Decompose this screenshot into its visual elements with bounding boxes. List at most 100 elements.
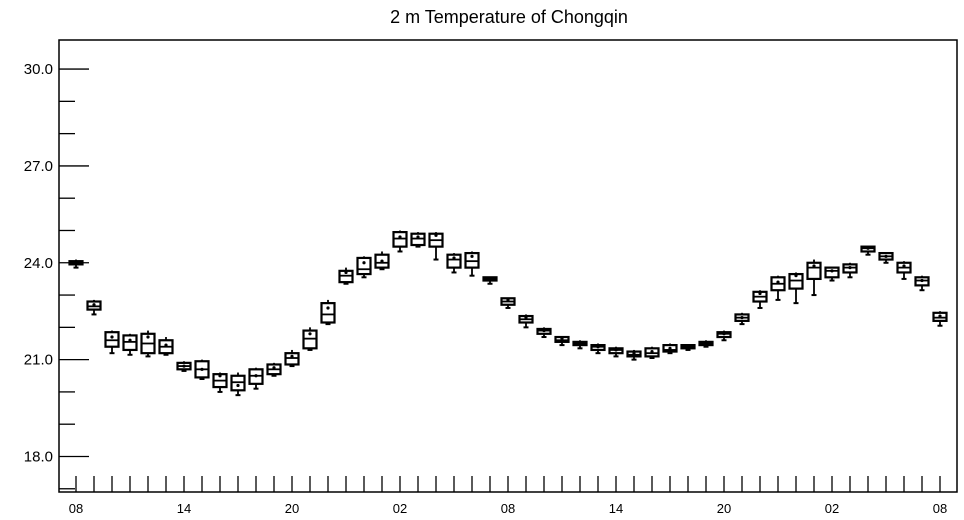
y-tick-label: 27.0 [24,158,53,175]
box-item [788,272,804,305]
box-mean-marker [326,306,330,310]
box-mean-marker [380,259,384,263]
x-tick-label: 14 [177,501,191,516]
box-mean-marker [812,264,816,268]
box-mean-marker [758,291,762,296]
box-mean-marker [452,256,456,260]
box-mean-marker [938,314,942,318]
y-axis: 18.0 21.0 24.0 27.0 30.0 [24,61,89,490]
box-item [590,343,606,355]
box-item [68,259,84,269]
box-item [842,262,858,279]
box-mean-marker [398,235,402,239]
box-body [824,266,840,279]
box-mean-marker [884,254,888,258]
box-item [266,362,282,377]
y-tick-label: 24.0 [24,255,53,272]
box-item [140,330,156,358]
box-mean-marker [722,332,726,336]
box-mean-marker [362,261,366,265]
box-item [536,327,552,339]
box-mean-marker [290,354,294,358]
box-mean-marker [560,337,564,341]
box-mean-marker [254,374,258,378]
chart-title: 2 m Temperature of Chongqin [390,7,628,27]
box-mean-marker [542,328,546,333]
box-mean-marker [488,277,492,281]
box-item [896,261,912,280]
box-item [626,349,642,361]
box-item [482,276,498,285]
box-item [464,251,480,277]
box-mean-marker [344,270,348,275]
box-mean-marker [902,264,906,268]
box-mean-marker [182,364,186,368]
box-item [194,359,210,380]
box-mean-marker [92,303,96,307]
box-mean-marker [506,298,510,302]
box-mean-marker [650,349,654,354]
box-item [302,327,318,351]
box-mean-marker [614,348,618,352]
box-item [608,346,624,358]
box-mean-marker [128,338,132,342]
box-body [356,256,372,276]
box-item [662,343,678,355]
box-mean-marker [272,366,276,370]
box-item [248,367,264,390]
box-mean-marker [110,335,114,339]
box-item [770,275,786,301]
x-axis: 08 14 20 02 08 14 20 02 08 [69,476,947,516]
box-mean-marker [218,374,222,378]
box-mean-marker [236,383,240,388]
box-mean-marker [686,345,690,349]
box-series [68,230,948,397]
x-tick-label: 20 [285,501,299,516]
box-item [860,245,876,256]
box-mean-marker [146,335,150,339]
box-item [338,267,354,285]
box-mean-marker [866,246,870,250]
box-item [392,230,408,253]
box-item [806,259,822,297]
box-item [176,361,192,372]
box-item [500,297,516,309]
box-item [554,335,570,347]
x-tick-label: 14 [609,501,623,516]
box-mean-marker [776,280,780,284]
box-mean-marker [920,278,924,283]
x-tick-label: 08 [501,501,515,516]
box-item [716,330,732,342]
box-mean-marker [524,316,528,320]
box-mean-marker [164,343,168,347]
box-item [284,349,300,368]
box-body [320,302,336,324]
box-mean-marker [416,235,420,239]
box-mean-marker [668,346,672,350]
box-item [86,299,102,316]
box-mean-marker [434,233,438,237]
box-item [104,330,120,355]
box-body [446,253,462,269]
box-mean-marker [308,332,312,336]
plot-frame [58,39,958,493]
box-item [122,333,138,356]
x-tick-label: 08 [69,501,83,516]
box-mean-marker [632,351,636,355]
box-mean-marker [578,341,582,346]
box-item [680,344,696,351]
box-item [752,290,768,309]
box-item [824,266,840,282]
x-tick-label: 02 [393,501,407,516]
y-tick-label: 18.0 [24,448,53,465]
box-item [518,314,534,329]
box-item [734,312,750,326]
box-mean-marker [200,367,204,371]
x-tick-label: 02 [825,501,839,516]
box-item [644,346,660,360]
box-item [428,232,444,261]
box-item [230,372,246,397]
y-tick-label: 21.0 [24,352,53,369]
box-item [374,251,390,271]
